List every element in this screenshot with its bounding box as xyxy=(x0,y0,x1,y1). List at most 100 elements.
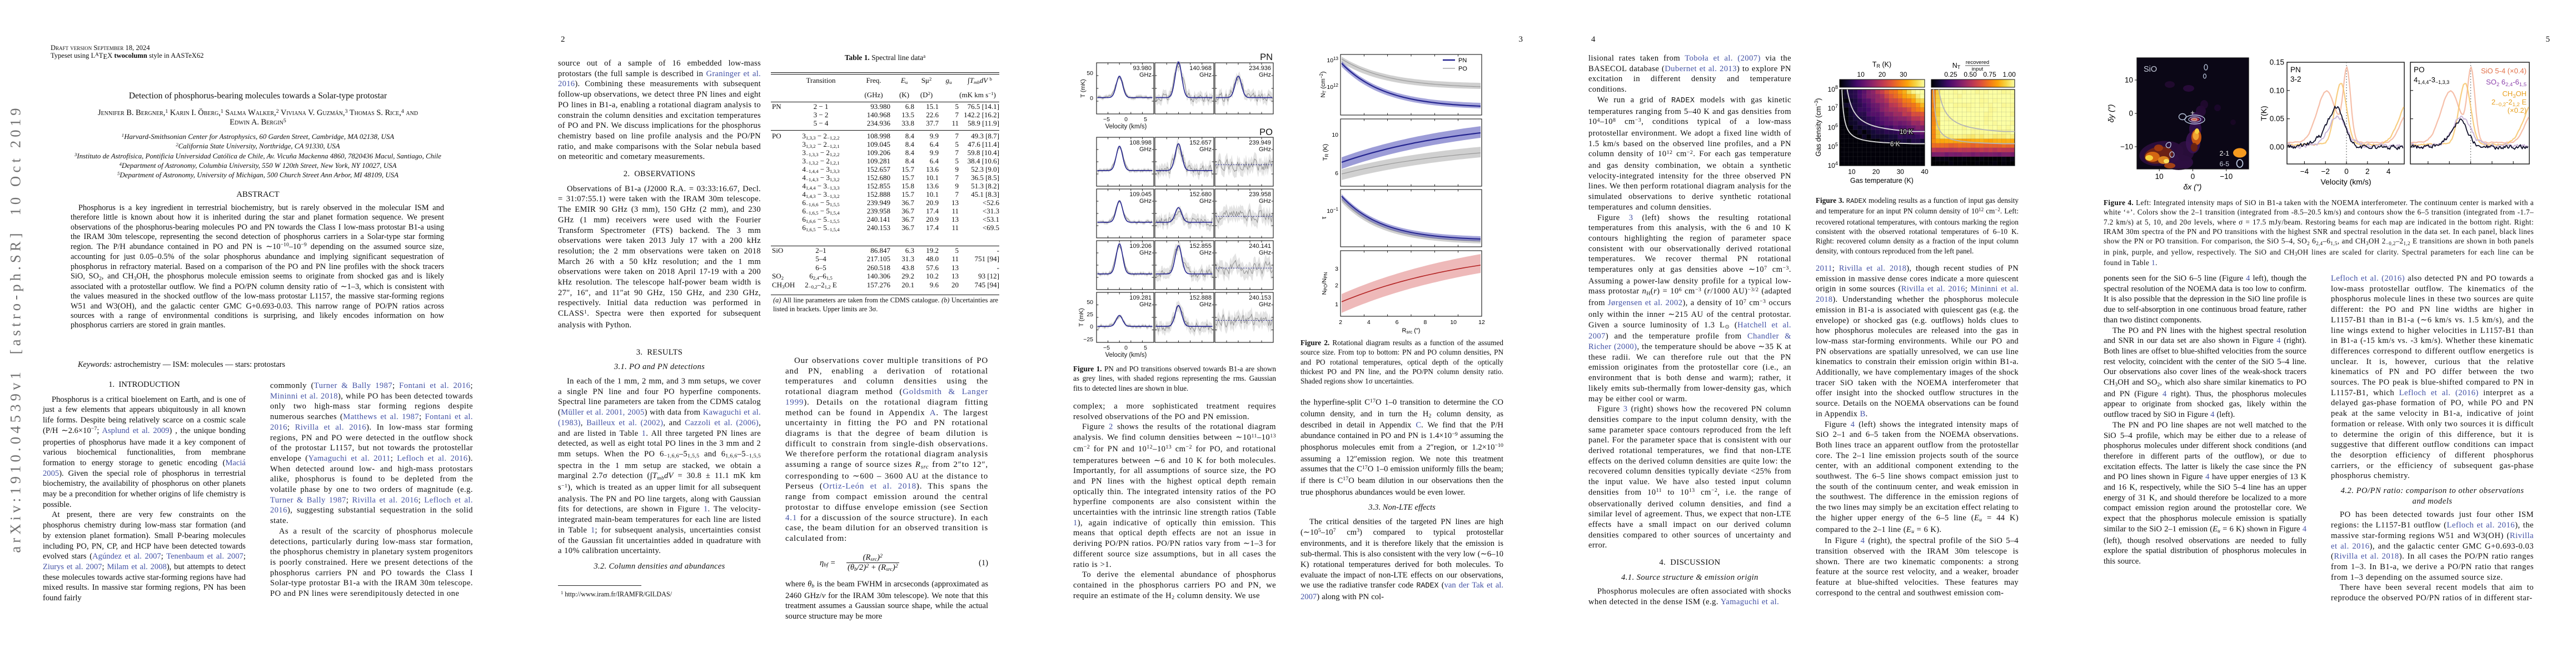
svg-text:−5: −5 xyxy=(1103,345,1110,351)
svg-text:152.888: 152.888 xyxy=(1189,295,1212,301)
svg-text:25: 25 xyxy=(1087,311,1093,318)
svg-text:PN: PN xyxy=(2290,66,2301,74)
svg-text:PO: PO xyxy=(1259,127,1273,137)
svg-text:1013: 1013 xyxy=(1327,56,1338,64)
svg-text:0.10: 0.10 xyxy=(2270,86,2284,94)
svg-text:GHz: GHz xyxy=(1139,198,1152,205)
svg-text:30: 30 xyxy=(1900,71,1907,78)
svg-text:6: 6 xyxy=(1396,319,1399,326)
svg-text:GHz: GHz xyxy=(1259,301,1271,308)
svg-text:0.50: 0.50 xyxy=(1964,71,1977,78)
svg-text:TR (K): TR (K) xyxy=(1872,61,1891,69)
svg-text:108.998: 108.998 xyxy=(1129,140,1152,146)
svg-text:2-1: 2-1 xyxy=(2220,150,2230,157)
svg-text:GHz: GHz xyxy=(1139,146,1152,153)
svg-text:GHz: GHz xyxy=(1199,250,1212,256)
svg-text:105: 105 xyxy=(1828,142,1838,151)
svg-text:20: 20 xyxy=(1872,168,1880,176)
svg-text:240.141: 240.141 xyxy=(1249,243,1271,250)
svg-text:+: + xyxy=(2190,108,2195,117)
svg-text:20: 20 xyxy=(1879,71,1886,78)
svg-text:PO: PO xyxy=(1458,66,1467,72)
svg-text:δx (″): δx (″) xyxy=(2184,182,2202,191)
svg-text:108: 108 xyxy=(1828,84,1838,93)
svg-text:NT: NT xyxy=(1952,62,1961,70)
svg-text:10: 10 xyxy=(1848,168,1856,176)
svg-text:1.00: 1.00 xyxy=(2003,71,2016,78)
svg-text:10 K: 10 K xyxy=(1900,129,1913,136)
svg-text:0: 0 xyxy=(2344,167,2349,176)
svg-text:3-2: 3-2 xyxy=(2290,75,2301,83)
svg-text:2: 2 xyxy=(2365,167,2370,176)
svg-text:10: 10 xyxy=(1450,319,1457,326)
svg-text:5: 5 xyxy=(1144,345,1147,351)
svg-text:NPO/NPN: NPO/NPN xyxy=(1321,272,1328,295)
svg-text:Rsrc (″): Rsrc (″) xyxy=(1402,327,1421,335)
svg-text:GHz: GHz xyxy=(1259,72,1271,78)
svg-text:PO: PO xyxy=(2414,66,2425,74)
svg-text:3: 3 xyxy=(1335,266,1338,272)
svg-text:GHz: GHz xyxy=(1139,72,1152,78)
svg-text:107: 107 xyxy=(1828,103,1838,112)
svg-text:0.00: 0.00 xyxy=(2270,143,2284,151)
svg-text:GHz: GHz xyxy=(1199,72,1212,78)
svg-text:93.980: 93.980 xyxy=(1133,65,1152,72)
svg-text:T (mK): T (mK) xyxy=(1078,308,1085,326)
svg-text:GHz: GHz xyxy=(1259,146,1271,153)
svg-text:2: 2 xyxy=(1339,319,1342,326)
svg-text:1: 1 xyxy=(1335,301,1338,308)
svg-text:−5: −5 xyxy=(1103,116,1110,123)
svg-text:109.045: 109.045 xyxy=(1129,191,1152,198)
svg-text:Gas density (cm−3): Gas density (cm−3) xyxy=(1813,98,1822,157)
svg-text:T(K): T(K) xyxy=(2259,106,2268,121)
svg-text:PN: PN xyxy=(1260,52,1273,62)
svg-text:0: 0 xyxy=(1090,323,1093,330)
svg-text:T (mK): T (mK) xyxy=(1080,79,1087,97)
svg-text:152.680: 152.680 xyxy=(1189,191,1212,198)
svg-text:−10: −10 xyxy=(2120,143,2133,151)
svg-text:104: 104 xyxy=(1828,161,1838,170)
svg-text:10: 10 xyxy=(1332,132,1338,138)
svg-text:30: 30 xyxy=(1897,168,1905,176)
svg-text:SiO: SiO xyxy=(2144,65,2157,74)
svg-text:−25: −25 xyxy=(1083,336,1093,343)
svg-text:0: 0 xyxy=(2191,172,2195,181)
svg-text:τ: τ xyxy=(1320,216,1328,219)
svg-text:input: input xyxy=(1972,66,1984,72)
svg-text:0: 0 xyxy=(1124,116,1128,123)
svg-text:Velocity (km/s): Velocity (km/s) xyxy=(2320,177,2371,186)
svg-text:SiO 5-4 (×0.4): SiO 5-4 (×0.4) xyxy=(2481,67,2527,75)
svg-text:6 K: 6 K xyxy=(1890,141,1900,148)
svg-text:152.855: 152.855 xyxy=(1189,243,1212,250)
svg-text:SO2 62,4-61,5: SO2 62,4-61,5 xyxy=(2486,78,2527,88)
svg-text:GHz: GHz xyxy=(1199,301,1212,308)
svg-text:CH3OH: CH3OH xyxy=(2502,89,2527,99)
svg-text:10−1: 10−1 xyxy=(1327,207,1338,215)
svg-text:40: 40 xyxy=(1921,168,1929,176)
svg-text:TR (K): TR (K) xyxy=(1322,144,1329,161)
svg-text:0: 0 xyxy=(1090,95,1093,102)
svg-text:4: 4 xyxy=(1367,319,1371,326)
svg-text:0: 0 xyxy=(1124,345,1128,351)
svg-text:0.75: 0.75 xyxy=(1983,71,1996,78)
svg-text:NT (cm−2): NT (cm−2) xyxy=(1319,71,1327,97)
svg-text:239.958: 239.958 xyxy=(1249,191,1271,198)
svg-text:109.281: 109.281 xyxy=(1129,295,1152,301)
svg-text:δy (″): δy (″) xyxy=(2106,104,2115,123)
svg-text:Velocity (km/s): Velocity (km/s) xyxy=(1105,352,1147,359)
svg-text:12: 12 xyxy=(1478,319,1485,326)
svg-text:8: 8 xyxy=(1423,319,1427,326)
svg-text:10: 10 xyxy=(1857,71,1865,78)
svg-text:Velocity (km/s): Velocity (km/s) xyxy=(1105,123,1147,130)
svg-text:0.25: 0.25 xyxy=(1944,71,1957,78)
svg-text:239.949: 239.949 xyxy=(1249,140,1271,146)
svg-text:−4: −4 xyxy=(2300,167,2309,176)
svg-text:6: 6 xyxy=(1335,170,1338,177)
svg-text:GHz: GHz xyxy=(1259,250,1271,256)
svg-text:0: 0 xyxy=(2129,109,2133,118)
svg-text:Gas temperature (K): Gas temperature (K) xyxy=(1850,177,1914,185)
svg-text:2: 2 xyxy=(1335,282,1338,289)
svg-text:GHz: GHz xyxy=(1259,198,1271,205)
svg-text:10: 10 xyxy=(2125,76,2133,84)
svg-text:152.657: 152.657 xyxy=(1189,140,1212,146)
